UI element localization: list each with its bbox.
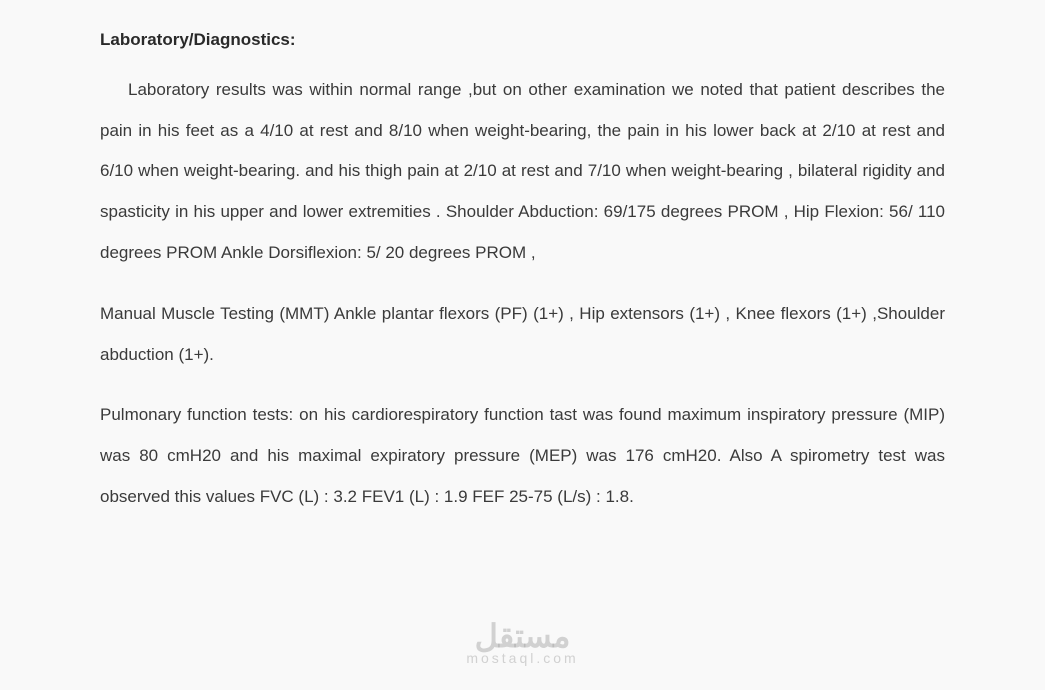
document-page: Laboratory/Diagnostics: Laboratory resul… xyxy=(0,0,1045,566)
paragraph-1: Laboratory results was within normal ran… xyxy=(100,70,945,274)
paragraph-3: Pulmonary function tests: on his cardior… xyxy=(100,395,945,517)
watermark-latin: mostaql.com xyxy=(466,650,578,666)
watermark-arabic: مستقل xyxy=(466,620,578,652)
section-heading: Laboratory/Diagnostics: xyxy=(100,28,945,52)
watermark: مستقل mostaql.com xyxy=(466,620,578,666)
paragraph-2: Manual Muscle Testing (MMT) Ankle planta… xyxy=(100,294,945,376)
